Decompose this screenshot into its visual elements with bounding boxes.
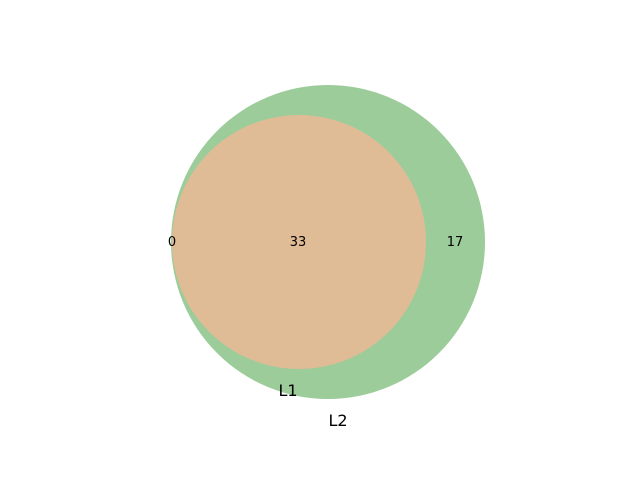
region-only-l1-count: 0 xyxy=(168,235,176,250)
set-l1-label: L1 xyxy=(278,381,297,400)
set-l2-label: L2 xyxy=(328,411,347,430)
set-l1-circle xyxy=(172,115,426,369)
region-only-l2-count: 17 xyxy=(447,235,464,250)
region-intersection-count: 33 xyxy=(290,235,307,250)
